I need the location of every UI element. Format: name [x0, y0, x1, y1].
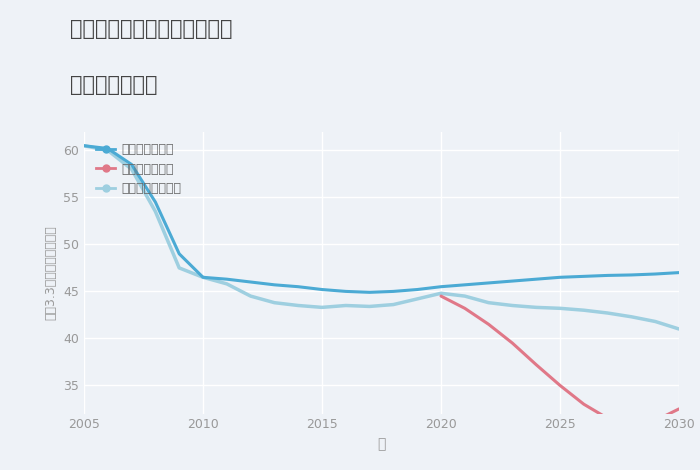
Y-axis label: 坪（3.3㎡）単価（万円）: 坪（3.3㎡）単価（万円）	[45, 225, 57, 320]
X-axis label: 年: 年	[377, 437, 386, 451]
Text: 土地の価格推移: 土地の価格推移	[70, 75, 158, 95]
Legend: グッドシナリオ, バッドシナリオ, ノーマルシナリオ: グッドシナリオ, バッドシナリオ, ノーマルシナリオ	[96, 143, 181, 195]
Text: 奈良県奈良市田原春日野町の: 奈良県奈良市田原春日野町の	[70, 19, 232, 39]
